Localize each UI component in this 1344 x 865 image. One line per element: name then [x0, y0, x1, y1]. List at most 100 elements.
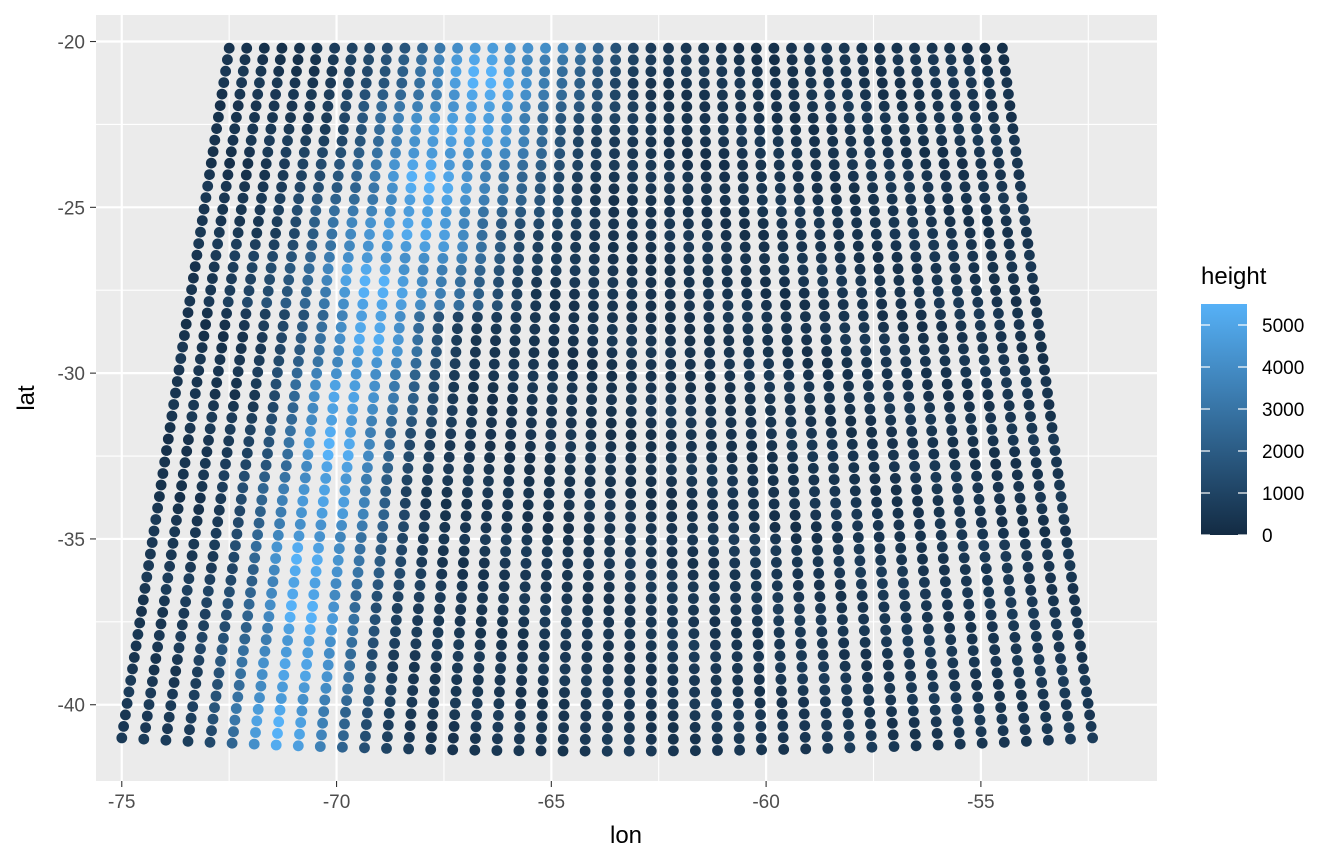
data-point [684, 300, 695, 312]
data-point [755, 721, 767, 732]
data-point [232, 691, 244, 703]
data-point [418, 252, 430, 264]
data-point [707, 522, 719, 534]
data-point [204, 169, 215, 181]
data-point [496, 639, 507, 651]
data-point [232, 366, 244, 377]
data-point [335, 321, 347, 333]
data-point [1006, 111, 1017, 123]
data-point [605, 429, 617, 441]
data-point [970, 668, 981, 680]
data-point [1059, 687, 1071, 699]
data-point [159, 456, 171, 468]
data-point [172, 503, 184, 515]
data-point [1030, 457, 1042, 469]
data-point [1023, 399, 1035, 411]
data-point [816, 264, 828, 276]
data-point [592, 42, 604, 54]
data-point [665, 452, 677, 464]
data-point [588, 300, 599, 312]
data-point [902, 635, 914, 647]
data-point [770, 77, 781, 89]
data-point [280, 460, 292, 472]
data-point [997, 342, 1008, 354]
data-point [722, 300, 734, 311]
data-point [506, 405, 518, 417]
data-point [747, 487, 759, 498]
data-point [496, 218, 507, 230]
data-point [550, 277, 562, 288]
data-point [539, 66, 550, 77]
data-point [711, 733, 723, 745]
data-point [435, 276, 447, 288]
data-point [293, 356, 304, 367]
data-point [338, 730, 349, 741]
data-point [456, 592, 467, 604]
data-point [609, 77, 621, 89]
data-point [376, 299, 388, 310]
data-point [508, 370, 519, 382]
data-point [779, 276, 790, 288]
data-point [204, 423, 216, 435]
data-point [730, 592, 741, 604]
data-point [464, 124, 476, 136]
data-point [565, 452, 576, 464]
data-point [449, 370, 460, 381]
data-point [394, 568, 406, 579]
data-point [857, 602, 869, 613]
data-point [603, 593, 615, 605]
data-point [234, 215, 246, 227]
data-point [431, 334, 443, 346]
data-point [450, 346, 462, 358]
data-point [223, 42, 235, 54]
data-point [170, 387, 181, 399]
data-point [310, 205, 322, 217]
data-point [490, 323, 502, 335]
data-point [938, 344, 950, 355]
data-point [1039, 526, 1051, 538]
data-point [664, 206, 675, 218]
data-point [345, 648, 357, 660]
data-point [645, 148, 657, 160]
data-point [355, 322, 366, 333]
data-point [945, 413, 956, 425]
data-point [416, 556, 428, 568]
data-point [399, 497, 411, 509]
data-point [645, 136, 657, 148]
data-point [989, 644, 1001, 656]
data-point [602, 652, 614, 663]
data-point [760, 288, 772, 299]
data-point [309, 577, 321, 589]
data-point [586, 370, 598, 382]
data-point [930, 262, 942, 274]
data-point [212, 679, 223, 690]
data-point [513, 253, 524, 265]
data-point [469, 42, 481, 54]
data-point [300, 670, 311, 682]
data-point [698, 77, 710, 89]
data-point [535, 733, 547, 745]
data-point [812, 556, 824, 568]
data-point [839, 54, 851, 66]
data-point [520, 569, 531, 581]
data-point [917, 332, 929, 344]
data-point [422, 206, 433, 218]
data-point [198, 203, 210, 215]
data-point [667, 640, 678, 651]
data-point [284, 611, 296, 623]
data-point [682, 148, 693, 159]
data-point [557, 54, 569, 66]
data-point [893, 66, 905, 77]
data-point [274, 193, 286, 205]
data-point [455, 264, 467, 276]
data-point [400, 241, 412, 252]
data-point [627, 171, 638, 183]
data-point [288, 89, 299, 100]
data-point [186, 284, 198, 295]
data-point [681, 113, 693, 124]
data-point [495, 651, 507, 663]
data-point [756, 744, 767, 756]
data-point [234, 88, 246, 100]
data-point [627, 148, 639, 160]
data-point [1007, 123, 1019, 134]
